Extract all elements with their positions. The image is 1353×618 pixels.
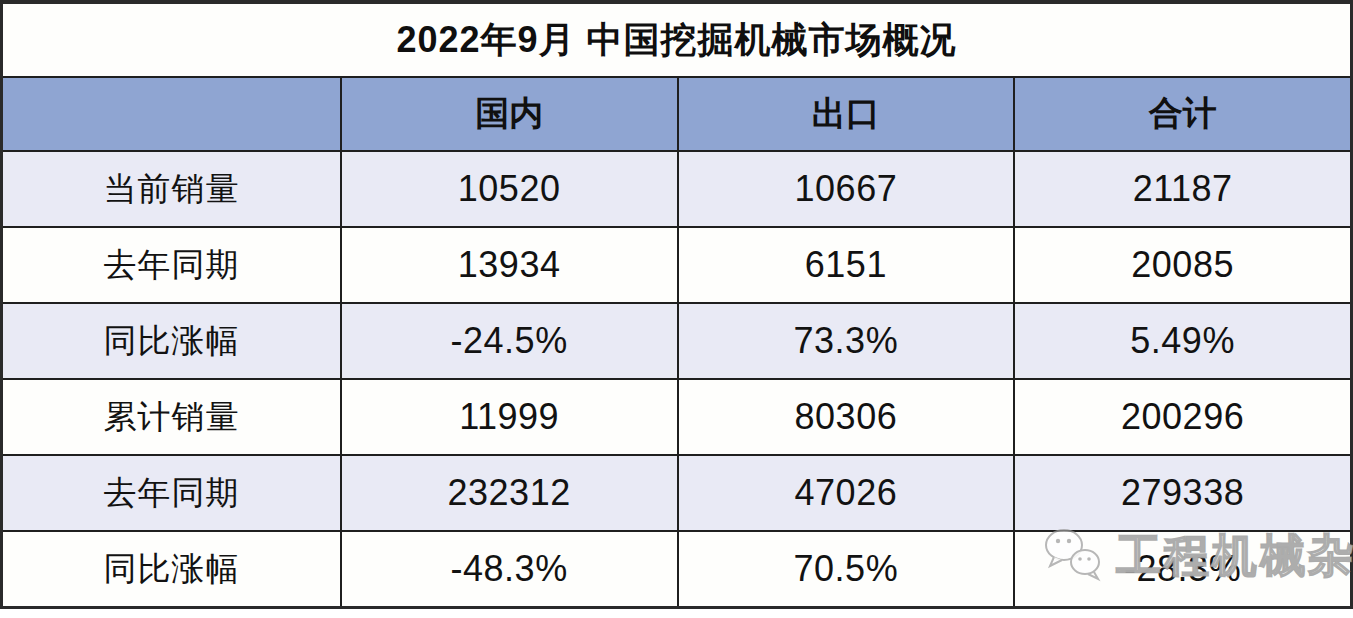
table-row-yoy-change-cumulative: 同比涨幅 -48.3% 70.5% -28.3% (3, 530, 1350, 606)
cell-value: 80306 (677, 380, 1014, 454)
table-row-last-year-same-period: 去年同期 13934 6151 20085 (3, 226, 1350, 302)
row-label: 当前销量 (3, 152, 340, 226)
cell-value: 5.49% (1013, 304, 1350, 378)
row-label: 累计销量 (3, 380, 340, 454)
cell-value: 6151 (677, 228, 1014, 302)
cell-value: 10520 (340, 152, 677, 226)
table-row-cumulative-sales: 累计销量 11999 80306 200296 (3, 378, 1350, 454)
header-cell-total: 合计 (1013, 78, 1350, 150)
table-title: 2022年9月 中国挖掘机械市场概况 (396, 16, 956, 65)
table-row-last-year-same-period-cumulative: 去年同期 232312 47026 279338 (3, 454, 1350, 530)
cell-value: 70.5% (677, 532, 1014, 606)
header-cell-domestic: 国内 (340, 78, 677, 150)
cell-value: 47026 (677, 456, 1014, 530)
header-cell-blank (3, 78, 340, 150)
row-label: 同比涨幅 (3, 532, 340, 606)
table-title-row: 2022年9月 中国挖掘机械市场概况 (3, 4, 1350, 76)
cell-value: 21187 (1013, 152, 1350, 226)
row-label: 去年同期 (3, 456, 340, 530)
cell-value: 200296 (1013, 380, 1350, 454)
cell-value: 11999 (340, 380, 677, 454)
header-cell-export: 出口 (677, 78, 1014, 150)
cell-value: 232312 (340, 456, 677, 530)
cell-value: 73.3% (677, 304, 1014, 378)
table-header-row: 国内 出口 合计 (3, 76, 1350, 150)
cell-value: -48.3% (340, 532, 677, 606)
cell-value: -28.3% (1013, 532, 1350, 606)
market-overview-page: 2022年9月 中国挖掘机械市场概况 国内 出口 合计 当前销量 10520 1… (0, 0, 1353, 618)
cell-value: 20085 (1013, 228, 1350, 302)
cell-value: 10667 (677, 152, 1014, 226)
cell-value: 13934 (340, 228, 677, 302)
row-label: 同比涨幅 (3, 304, 340, 378)
row-label: 去年同期 (3, 228, 340, 302)
excavator-market-table: 2022年9月 中国挖掘机械市场概况 国内 出口 合计 当前销量 10520 1… (0, 0, 1353, 609)
table-row-yoy-change: 同比涨幅 -24.5% 73.3% 5.49% (3, 302, 1350, 378)
cell-value: 279338 (1013, 456, 1350, 530)
cell-value: -24.5% (340, 304, 677, 378)
table-row-current-sales: 当前销量 10520 10667 21187 (3, 150, 1350, 226)
